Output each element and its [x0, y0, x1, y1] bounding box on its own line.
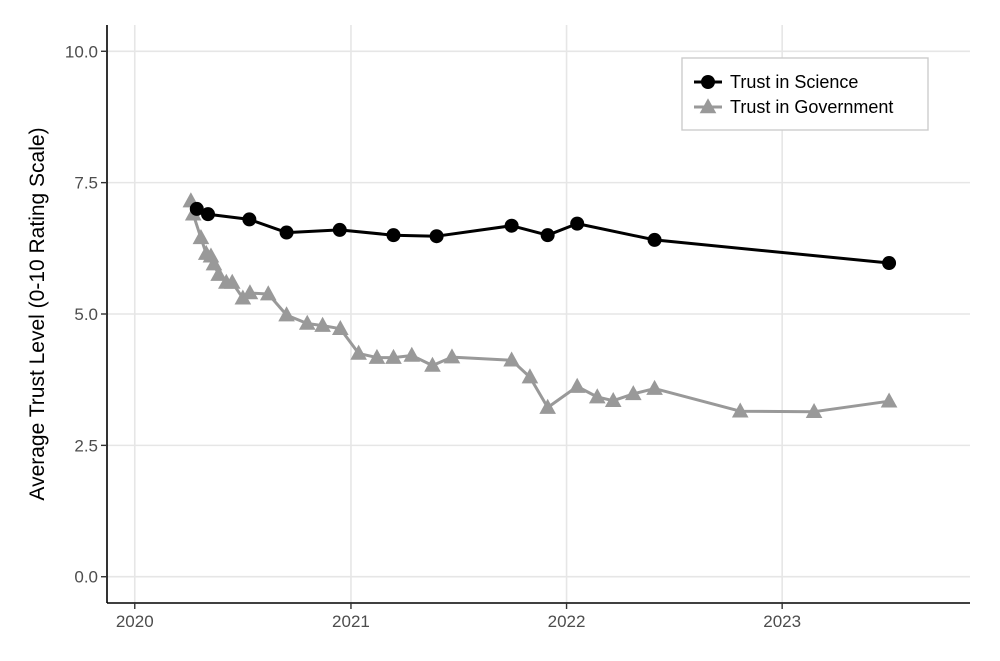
series-1-point-27 — [604, 391, 622, 407]
legend-label-1: Trust in Government — [730, 97, 893, 117]
series-1-point-26 — [588, 388, 606, 404]
series-1 — [182, 192, 898, 419]
series-1-point-24 — [539, 398, 556, 414]
series-0-point-10 — [647, 232, 662, 247]
series-1-point-23 — [521, 368, 539, 384]
series-1-point-14 — [314, 316, 331, 332]
series-0-point-2 — [242, 212, 257, 227]
series-1-point-15 — [332, 319, 349, 336]
y-tick-label-1: 2.5 — [74, 436, 98, 455]
series-0-point-11 — [882, 256, 897, 271]
series-1-point-9 — [234, 289, 252, 305]
series-1-point-29 — [646, 379, 663, 395]
x-tick-label-1: 2021 — [332, 612, 370, 631]
y-axis-title: Average Trust Level (0-10 Rating Scale) — [26, 127, 49, 500]
series-1-point-22 — [503, 351, 520, 367]
series-1-point-31 — [805, 402, 823, 419]
legend-swatch-marker-0 — [701, 75, 715, 89]
x-tick-label-0: 2020 — [116, 612, 154, 631]
y-tick-label-0: 0.0 — [74, 568, 98, 587]
series-1-point-20 — [424, 356, 441, 372]
tick-labels: 0.0 2.5 5.0 7.5 10.0 2020 2021 2022 2023 — [65, 42, 801, 631]
series-0-point-3 — [279, 225, 294, 240]
series-0-point-4 — [332, 222, 347, 237]
series-1-point-12 — [278, 306, 295, 322]
legend-label-0: Trust in Science — [730, 72, 858, 92]
legend-swatch-marker-1 — [699, 98, 717, 114]
series — [182, 192, 898, 419]
series-1-point-19 — [403, 346, 421, 362]
legend-box — [681, 57, 929, 131]
series-1-point-2 — [192, 229, 210, 245]
legend: Trust in Science Trust in Government — [681, 57, 929, 131]
y-tick-label-2: 5.0 — [74, 305, 98, 324]
x-tick-label-3: 2023 — [763, 612, 801, 631]
series-1-point-28 — [624, 385, 642, 401]
series-1-point-18 — [385, 348, 402, 364]
series-1-point-16 — [350, 344, 367, 360]
series-0-point-8 — [540, 228, 555, 243]
series-1-point-10 — [241, 284, 259, 300]
series-1-point-21 — [443, 348, 461, 364]
series-1-point-6 — [210, 265, 227, 281]
series-1-point-13 — [298, 314, 316, 330]
series-1-point-8 — [223, 273, 241, 289]
series-1-point-30 — [731, 402, 749, 418]
x-tick-label-2: 2022 — [548, 612, 586, 631]
series-0-point-5 — [386, 228, 401, 243]
series-0-point-9 — [570, 216, 585, 231]
series-0-point-0 — [189, 201, 204, 216]
series-1-point-25 — [568, 377, 586, 393]
series-1-point-17 — [368, 348, 386, 364]
series-0 — [189, 201, 897, 271]
y-tick-label-3: 7.5 — [74, 174, 98, 193]
series-1-point-32 — [880, 392, 898, 408]
series-1-point-11 — [259, 285, 277, 301]
series-0-point-1 — [201, 207, 216, 222]
grid — [107, 25, 970, 603]
series-1-point-5 — [205, 255, 223, 271]
y-tick-label-4: 10.0 — [65, 42, 98, 61]
series-0-point-7 — [504, 218, 519, 233]
series-0-point-6 — [429, 229, 444, 244]
